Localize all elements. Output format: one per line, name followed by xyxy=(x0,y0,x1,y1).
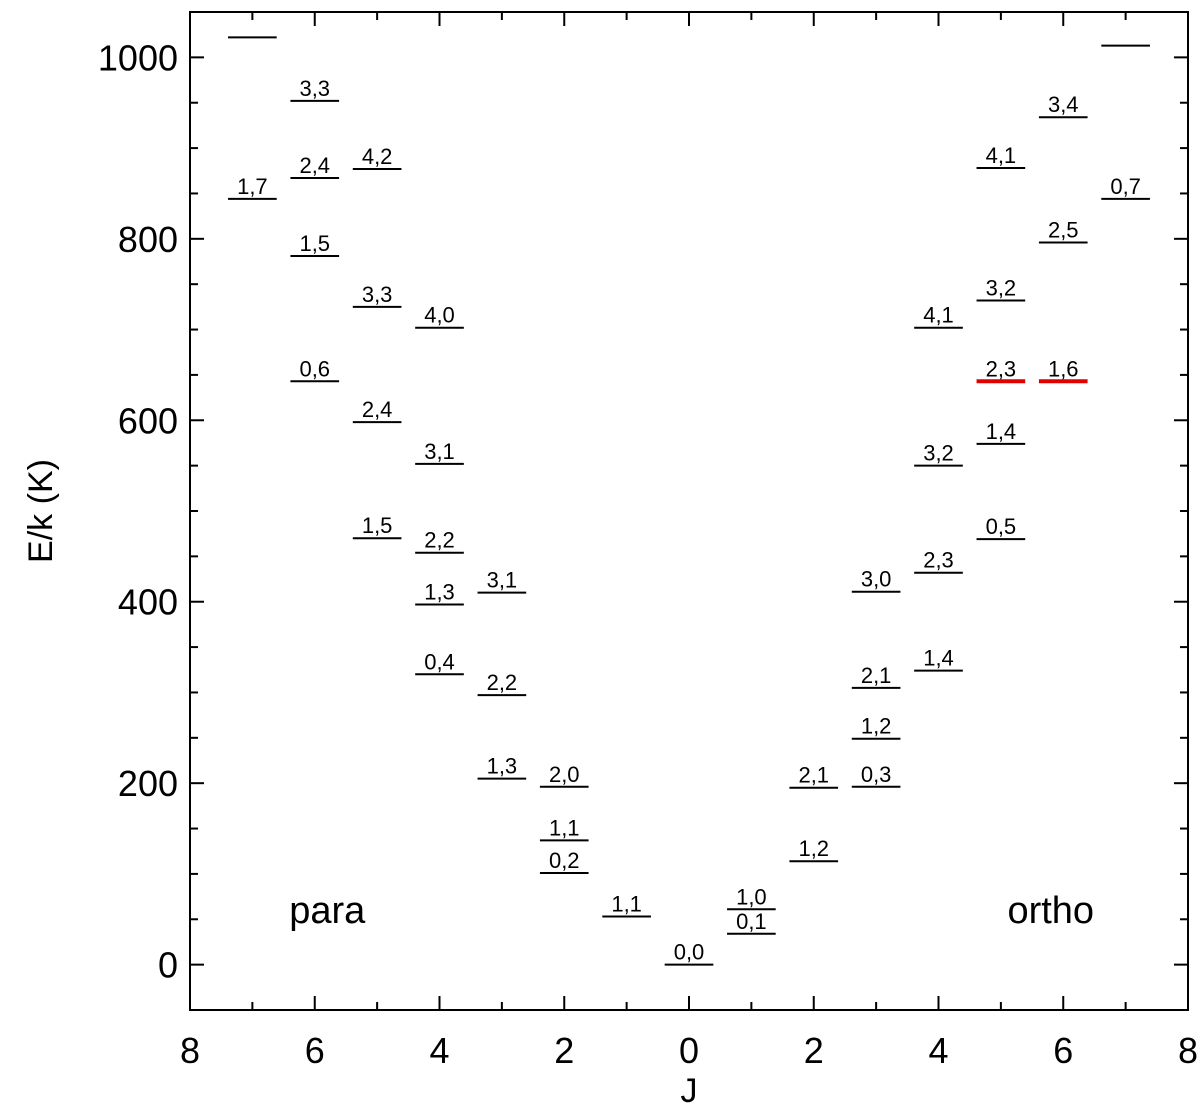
y-tick-label: 1000 xyxy=(98,37,178,78)
level-label-para: 2,4 xyxy=(299,153,330,178)
level-label-ortho: 1,4 xyxy=(986,419,1017,444)
x-axis-title: J xyxy=(681,1072,698,1108)
level-label-ortho: 2,1 xyxy=(798,763,829,788)
level-label-ortho: 1,2 xyxy=(798,836,829,861)
level-label-ortho: 0,5 xyxy=(986,514,1017,539)
level-label-para: 1,7 xyxy=(237,174,268,199)
level-label-ortho: 0,3 xyxy=(861,762,892,787)
y-axis-title: E/k (K) xyxy=(22,459,60,563)
level-label-para: 2,2 xyxy=(487,670,518,695)
level-label-para: 1,3 xyxy=(424,579,455,604)
level-label-para: 1,1 xyxy=(611,892,642,917)
level-label-ortho: 0,1 xyxy=(736,909,767,934)
x-tick-label: 6 xyxy=(1053,1030,1073,1071)
level-label-para: 3,1 xyxy=(424,439,455,464)
level-label-ortho: 2,1 xyxy=(861,663,892,688)
level-label-ortho: 0,7 xyxy=(1110,174,1141,199)
y-tick-label: 200 xyxy=(118,763,178,804)
x-tick-label: 2 xyxy=(554,1030,574,1071)
level-label-para: 0,6 xyxy=(299,356,330,381)
level-label-ortho: 3,0 xyxy=(861,567,892,592)
group-label-ortho: ortho xyxy=(1007,890,1094,932)
group-labels: para ortho xyxy=(289,890,1094,932)
x-tick-label: 8 xyxy=(180,1030,200,1071)
level-label-para: 1,3 xyxy=(487,754,518,779)
level-label-para: 3,3 xyxy=(299,76,330,101)
x-tick-label: 4 xyxy=(429,1030,449,1071)
level-label-ortho: 2,5 xyxy=(1048,217,1079,242)
level-label-ortho: 1,6 xyxy=(1048,356,1079,381)
y-tick-label: 800 xyxy=(118,219,178,260)
level-label-ortho: 2,3 xyxy=(986,356,1017,381)
level-label-para: 1,5 xyxy=(362,513,393,538)
x-tick-label: 8 xyxy=(1178,1030,1198,1071)
level-label-ortho: 1,0 xyxy=(736,884,767,909)
axis-tick-labels: 8 6 4 2 0 2 4 6 8 0 200 400 600 800 1000 xyxy=(98,37,1198,1071)
level-label-ortho: 3,2 xyxy=(986,276,1017,301)
level-label-para: 2,2 xyxy=(424,528,455,553)
energy-levels: 1,7 3,3 2,4 1,5 0,6 4,2 3,3 2,4 1,5 4,0 3,1 2,2 1,3 0… xyxy=(228,36,1150,966)
y-tick-label: 0 xyxy=(158,945,178,986)
level-label-ortho: 3,2 xyxy=(923,441,954,466)
y-tick-label: 400 xyxy=(118,582,178,623)
level-label-ortho: 1,4 xyxy=(923,646,954,671)
x-tick-label: 4 xyxy=(928,1030,948,1071)
level-label-para: 2,0 xyxy=(549,762,580,787)
level-label-para: 4,2 xyxy=(362,144,393,169)
group-label-para: para xyxy=(289,890,366,932)
level-label-para: 0,4 xyxy=(424,649,455,674)
level-label-para: 0,2 xyxy=(549,848,580,873)
x-tick-label: 2 xyxy=(804,1030,824,1071)
level-label-para: 3,3 xyxy=(362,282,393,307)
level-label-ortho: 4,1 xyxy=(923,303,954,328)
level-label-para: 0,0 xyxy=(674,940,705,965)
plot-frame xyxy=(189,11,1189,1011)
x-tick-label: 6 xyxy=(305,1030,325,1071)
level-label-para: 2,4 xyxy=(362,397,393,422)
axis-ticks xyxy=(189,12,1189,1010)
level-label-ortho: 2,3 xyxy=(923,548,954,573)
level-label-para: 4,0 xyxy=(424,303,455,328)
x-tick-label: 0 xyxy=(679,1030,699,1071)
level-label-ortho: 4,1 xyxy=(986,143,1017,168)
level-label-para: 3,1 xyxy=(487,568,518,593)
level-label-para: 1,5 xyxy=(299,231,330,256)
y-tick-label: 600 xyxy=(118,400,178,441)
level-label-ortho: 3,4 xyxy=(1048,92,1079,117)
level-label-para: 1,1 xyxy=(549,815,580,840)
level-label-ortho: 1,2 xyxy=(861,714,892,739)
